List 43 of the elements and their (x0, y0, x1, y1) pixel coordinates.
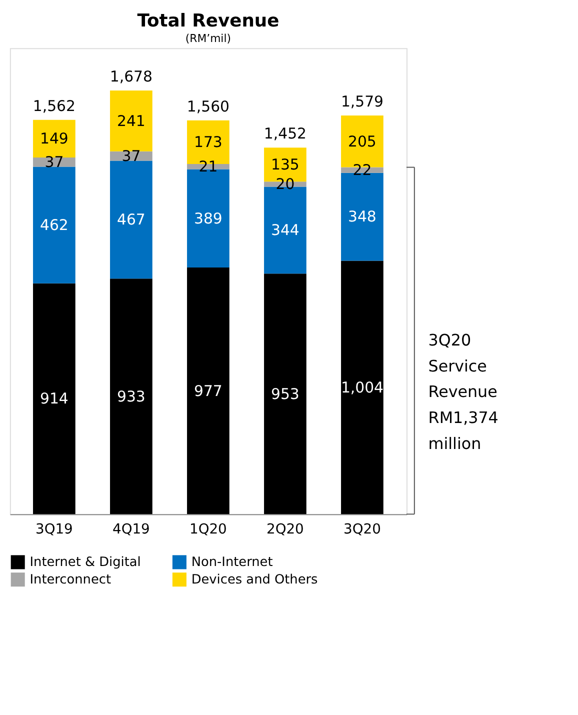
legend-label: Interconnect (30, 572, 112, 588)
bar (110, 278, 152, 514)
chart-title: Total Revenue (137, 10, 280, 32)
data-label: 37 (44, 153, 64, 172)
total-label: 1,560 (186, 97, 230, 116)
data-label: 467 (117, 210, 146, 229)
text: 3Q20 Service Revenue RM1,374 million (428, 330, 498, 453)
x-tick-label: 4Q19 (112, 521, 150, 538)
total-label: 1,579 (340, 92, 384, 111)
bar (110, 90, 152, 152)
total-label: 1,678 (110, 68, 152, 86)
total-label: 1,562 (32, 96, 76, 115)
data-label: 933 (117, 387, 146, 406)
bar (33, 166, 76, 284)
data-label: 953 (271, 384, 300, 403)
bar (187, 268, 230, 514)
data-label: 135 (271, 156, 300, 174)
chart-subtitle: (RM’mil) (185, 32, 231, 46)
bar (341, 260, 384, 514)
bar (264, 274, 306, 514)
data-label: 977 (194, 382, 222, 400)
total-label: 1,452 (264, 124, 306, 143)
data-label: 37 (122, 147, 141, 166)
data-label: 389 (194, 209, 222, 228)
bar (33, 120, 76, 158)
data-label: 914 (40, 390, 68, 408)
x-tick-label: 3Q20 (344, 521, 381, 538)
x-tick-label: 2Q20 (266, 521, 304, 538)
x-tick-label: 3Q19 (36, 521, 73, 538)
data-label: 205 (348, 132, 376, 150)
data-label: 462 (40, 216, 68, 234)
bar (33, 283, 76, 514)
legend-label: Devices and Others (191, 572, 318, 588)
legend-label: Non-Internet (191, 555, 273, 570)
data-label: 149 (40, 130, 68, 148)
data-label: 344 (271, 221, 300, 240)
legend-label: Internet & Digital (30, 555, 141, 570)
data-label: 241 (117, 112, 146, 130)
data-label: 1,004 (340, 378, 384, 396)
bar (110, 160, 152, 279)
data-label: 348 (348, 208, 376, 226)
x-tick-label: 1Q20 (190, 521, 227, 538)
data-label: 173 (194, 133, 222, 152)
